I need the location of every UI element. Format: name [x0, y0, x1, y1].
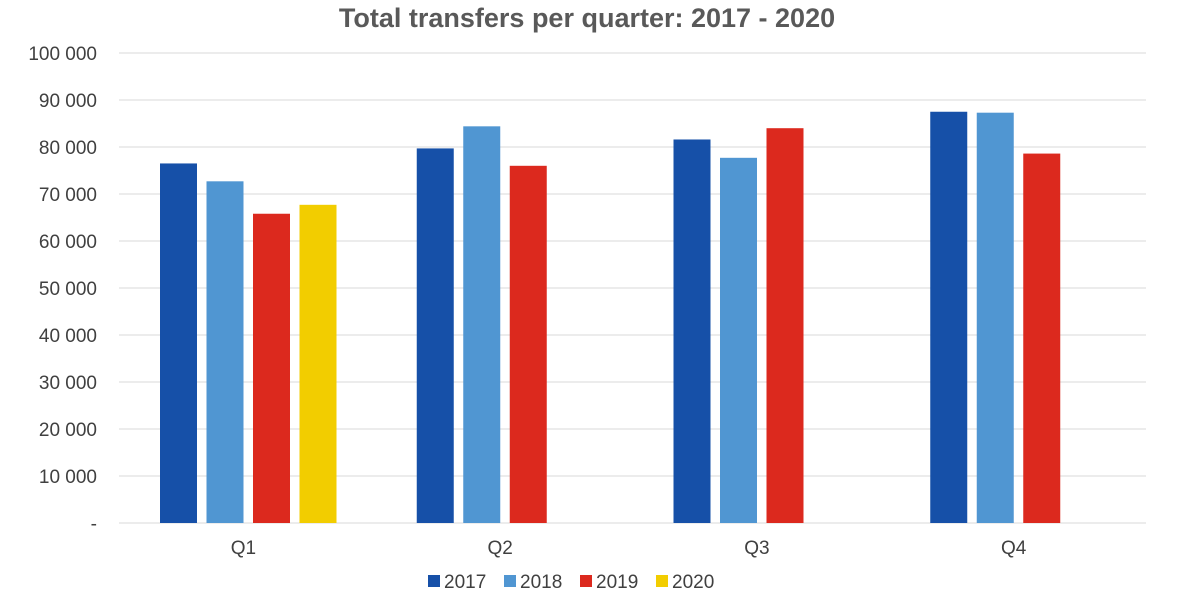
y-tick-label: 30 000 [39, 373, 97, 394]
y-tick-label: 50 000 [39, 279, 97, 300]
y-tick-label: 60 000 [39, 232, 97, 253]
y-tick-label: 20 000 [39, 420, 97, 441]
legend-swatch-2017 [428, 575, 440, 587]
x-tick-label: Q3 [744, 538, 769, 559]
bar-2017-Q4 [930, 111, 968, 523]
bars [160, 111, 1061, 524]
y-tick-label: 40 000 [39, 326, 97, 347]
bar-2019-Q3 [766, 128, 804, 523]
legend-swatch-2019 [580, 575, 592, 587]
bar-2018-Q4 [976, 112, 1014, 523]
bar-2019-Q2 [509, 165, 547, 524]
gridlines [119, 52, 1146, 524]
y-tick-label: - [91, 514, 97, 535]
bar-2017-Q3 [673, 139, 711, 524]
y-tick-label: 80 000 [39, 138, 97, 159]
y-tick-label: 10 000 [39, 467, 97, 488]
x-axis-tick-labels: Q1 Q2 Q3 Q4 [231, 538, 1027, 559]
bar-2019-Q1 [253, 213, 290, 524]
x-tick-label: Q4 [1001, 538, 1027, 559]
bar-2018-Q3 [720, 157, 757, 523]
x-tick-label: Q1 [231, 538, 256, 559]
legend-swatch-2020 [656, 575, 668, 587]
y-axis-tick-labels: - 10 000 20 000 30 000 40 000 50 000 60 000 70 … [28, 44, 97, 535]
x-tick-label: Q2 [487, 538, 512, 559]
chart-title: Total transfers per quarter: 2017 - 2020 [339, 3, 835, 33]
legend-swatch-2018 [504, 575, 516, 587]
bar-2017-Q2 [416, 148, 454, 523]
legend-label-2018: 2018 [520, 572, 562, 593]
legend-label-2020: 2020 [672, 572, 714, 593]
bar-2019-Q4 [1023, 153, 1061, 523]
bar-2018-Q1 [206, 181, 244, 523]
bar-2017-Q1 [160, 163, 197, 523]
legend: 2017 2018 2019 2020 [428, 572, 714, 593]
y-tick-label: 90 000 [39, 91, 97, 112]
bar-2018-Q2 [463, 126, 501, 523]
legend-label-2017: 2017 [444, 572, 486, 593]
bar-2020-Q1 [299, 204, 337, 523]
y-tick-label: 100 000 [28, 44, 97, 65]
y-tick-label: 70 000 [39, 185, 97, 206]
legend-label-2019: 2019 [596, 572, 638, 593]
